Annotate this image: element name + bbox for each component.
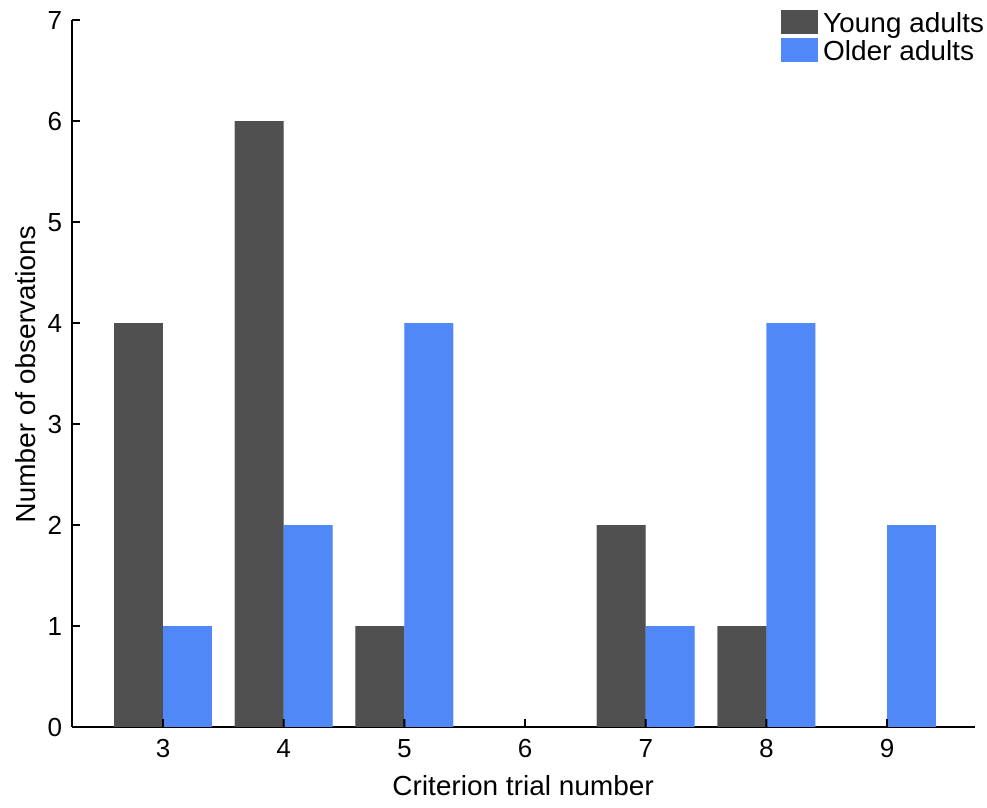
x-tick-label: 5 — [397, 733, 411, 763]
y-tick-label: 3 — [48, 409, 62, 439]
legend-label-older: Older adults — [823, 35, 974, 66]
legend-swatch-young — [781, 10, 818, 34]
bar-young-3 — [114, 323, 163, 727]
bar-older-4 — [283, 525, 333, 727]
y-ticks: 0 1 2 3 4 5 6 7 — [48, 5, 80, 742]
x-tick-label: 9 — [880, 733, 894, 763]
bar-older-9 — [887, 525, 936, 727]
x-tick-label: 7 — [638, 733, 652, 763]
x-axis-title: Criterion trial number — [392, 770, 653, 801]
y-tick-label: 4 — [48, 308, 62, 338]
bar-young-8 — [717, 626, 767, 727]
x-tick-label: 4 — [276, 733, 290, 763]
axes — [71, 20, 975, 728]
x-tick-label: 6 — [518, 733, 532, 763]
bar-older-7 — [645, 626, 695, 727]
bar-older-8 — [766, 323, 816, 727]
bar-young-5 — [355, 626, 405, 727]
legend-swatch-older — [781, 38, 818, 62]
y-tick-label: 0 — [48, 712, 62, 742]
y-tick-label: 1 — [48, 611, 62, 641]
bar-young-4 — [234, 121, 284, 727]
x-tick-label: 8 — [759, 733, 773, 763]
bars — [114, 121, 936, 727]
bar-older-5 — [404, 323, 454, 727]
bar-older-3 — [163, 626, 212, 727]
x-tick-label: 3 — [156, 733, 170, 763]
y-tick-label: 6 — [48, 106, 62, 136]
bar-young-7 — [596, 525, 646, 727]
y-tick-label: 2 — [48, 510, 62, 540]
legend-label-young: Young adults — [823, 7, 984, 38]
y-tick-label: 5 — [48, 207, 62, 237]
y-axis-title: Number of observations — [10, 225, 41, 522]
x-ticks: 3 4 5 6 7 8 9 — [156, 719, 894, 763]
y-tick-label: 7 — [48, 5, 62, 35]
